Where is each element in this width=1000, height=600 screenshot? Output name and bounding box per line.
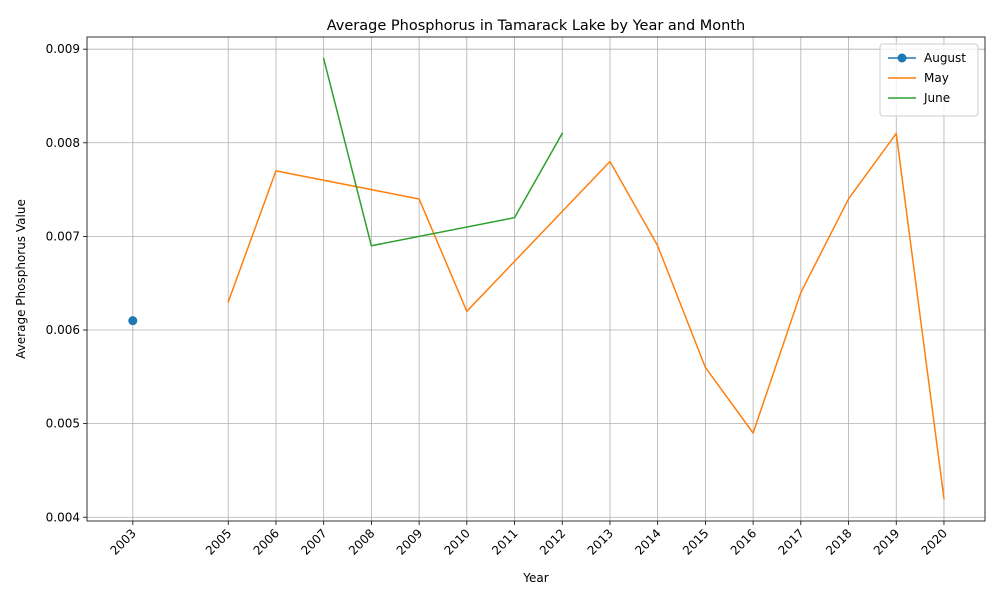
legend: August May June — [879, 43, 979, 117]
y-axis: 0.004 0.005 0.006 0.007 0.008 0.009 — [46, 42, 87, 524]
legend-label-august: August — [924, 51, 966, 65]
grid — [87, 37, 985, 521]
legend-marker-august — [897, 53, 907, 63]
y-axis-label: Average Phosphorus Value — [14, 199, 28, 359]
legend-label-june: June — [923, 91, 950, 105]
series-line-may — [227, 132, 945, 500]
y-tick-label: 0.006 — [46, 323, 80, 337]
plot-area — [87, 37, 985, 521]
plot-frame — [86, 36, 986, 522]
y-tick-label: 0.004 — [46, 510, 80, 524]
y-tick-label: 0.008 — [46, 136, 80, 150]
series-line-june — [322, 57, 564, 247]
y-tick-label: 0.007 — [46, 229, 80, 243]
chart-title: Average Phosphorus in Tamarack Lake by Y… — [327, 18, 746, 34]
y-tick-label: 0.005 — [46, 417, 80, 431]
data-point-august — [128, 316, 138, 326]
legend-label-may: May — [924, 71, 949, 85]
series-layer — [128, 57, 945, 500]
y-tick-label: 0.009 — [46, 42, 80, 56]
x-axis-label: Year — [522, 571, 548, 585]
